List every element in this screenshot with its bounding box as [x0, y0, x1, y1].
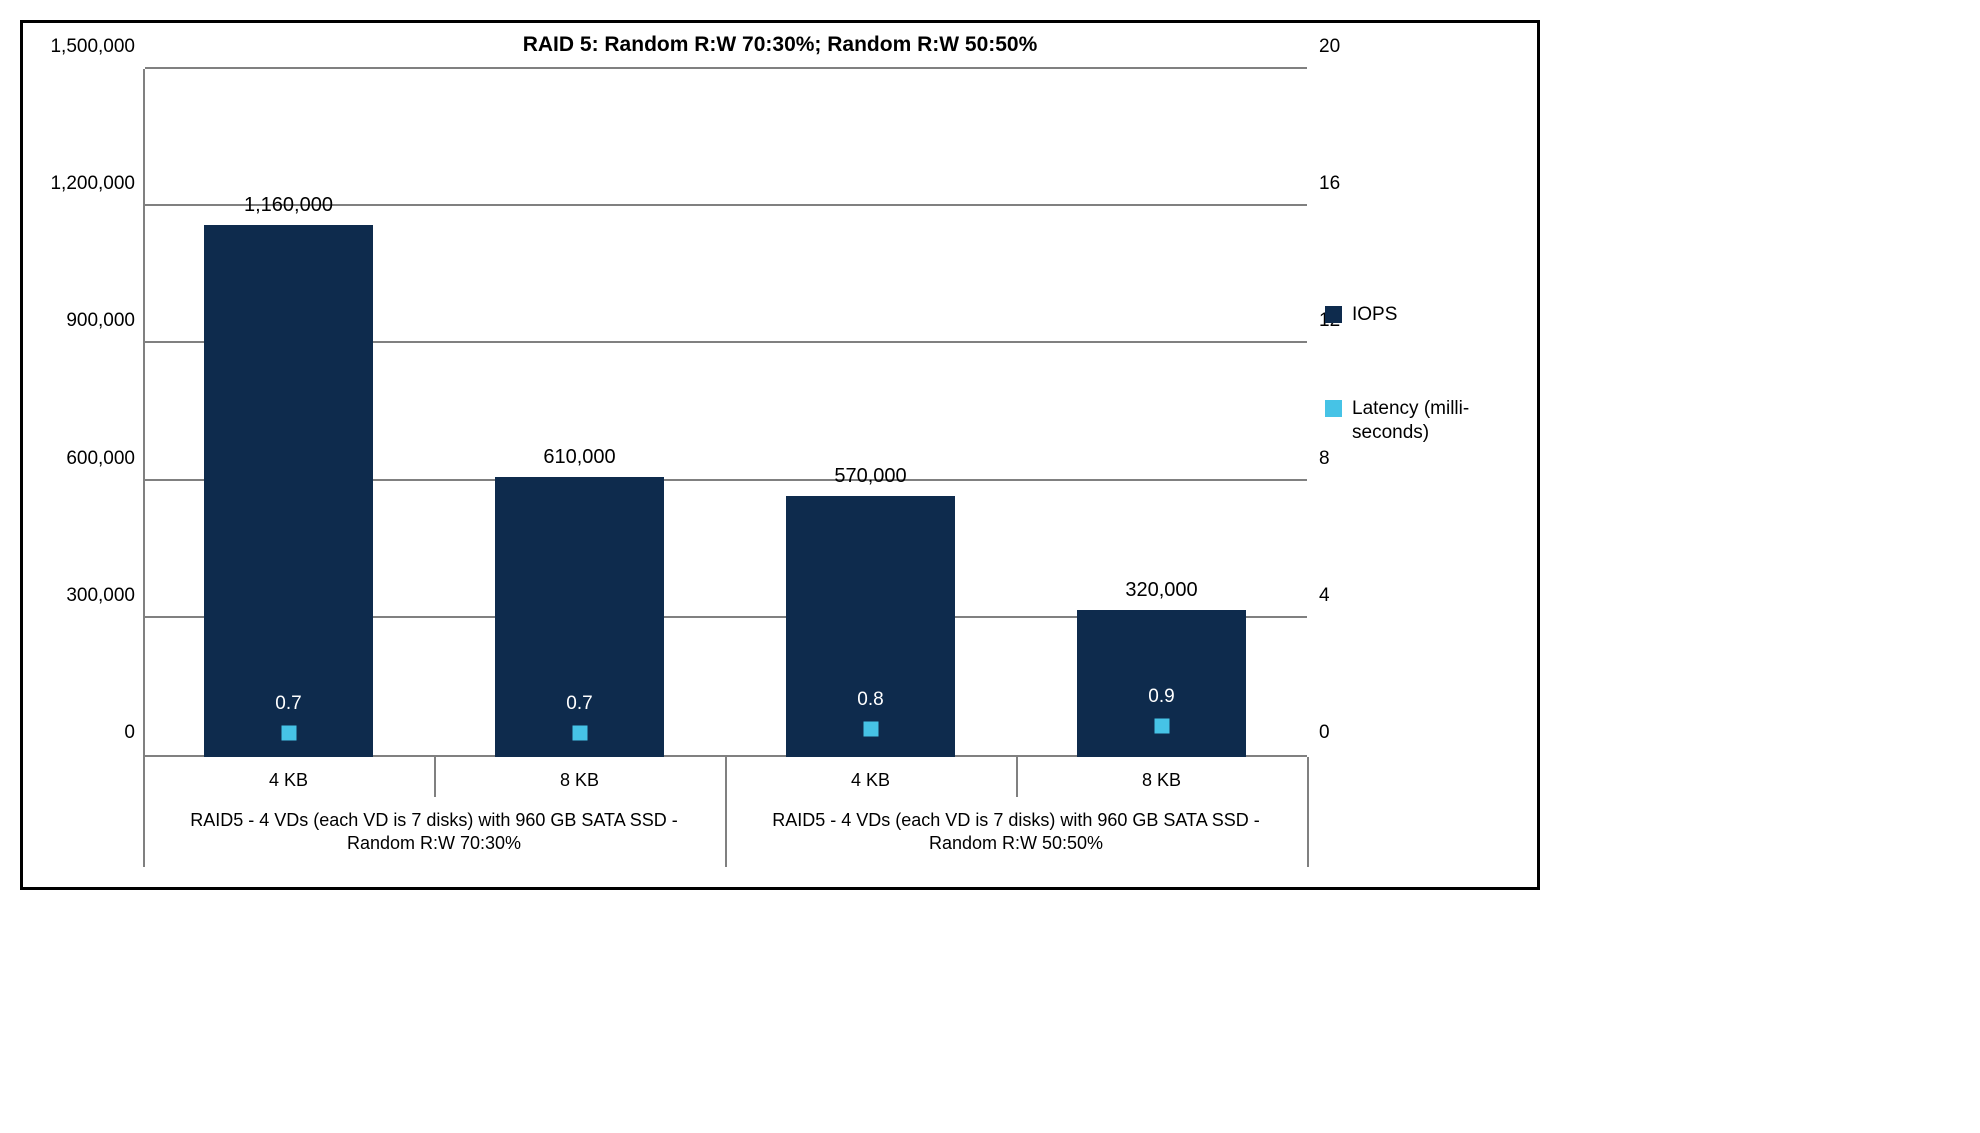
- x-tick-label: 8 KB: [1016, 769, 1307, 792]
- x-tick-mark: [434, 757, 436, 797]
- iops-bar: 610,000: [495, 477, 664, 757]
- bar-subgroup: 610,0000.7: [434, 69, 725, 757]
- bar-group: 1,160,0000.7610,0000.7: [143, 69, 725, 757]
- legend-label: IOPS: [1352, 303, 1397, 327]
- y-right-tick-label: 0: [1307, 722, 1330, 744]
- plot-area: 00300,0004600,0008900,000121,200,000161,…: [143, 69, 1307, 757]
- legend: IOPS Latency (milli-seconds): [1325, 303, 1525, 514]
- x-tick-label: 4 KB: [143, 769, 434, 792]
- x-group-label: RAID5 - 4 VDs (each VD is 7 disks) with …: [725, 809, 1307, 856]
- x-tick-mark: [1016, 757, 1018, 797]
- x-tick-label: 4 KB: [725, 769, 1016, 792]
- y-left-tick-label: 0: [124, 722, 145, 744]
- x-tick-label: 8 KB: [434, 769, 725, 792]
- y-left-tick-label: 1,500,000: [50, 36, 145, 58]
- chart-container: RAID 5: Random R:W 70:30%; Random R:W 50…: [20, 20, 1540, 890]
- iops-bar: 1,160,000: [204, 225, 373, 757]
- y-right-tick-label: 16: [1307, 173, 1340, 195]
- y-right-tick-label: 20: [1307, 36, 1340, 58]
- iops-bar-value-label: 570,000: [834, 465, 906, 488]
- iops-bar: 570,000: [786, 496, 955, 757]
- x-tick-mark: [143, 757, 145, 867]
- y-left-tick-label: 600,000: [66, 448, 145, 470]
- bar-subgroup: 570,0000.8: [725, 69, 1016, 757]
- latency-marker: [572, 725, 587, 740]
- legend-swatch: [1325, 306, 1342, 323]
- latency-marker: [863, 722, 878, 737]
- legend-label: Latency (milli-seconds): [1352, 397, 1525, 445]
- x-tick-mark: [1307, 757, 1309, 867]
- y-left-tick-label: 1,200,000: [50, 173, 145, 195]
- x-tick-mark: [725, 757, 727, 867]
- bar-group: 570,0000.8320,0000.9: [725, 69, 1307, 757]
- latency-marker: [1154, 719, 1169, 734]
- latency-value-label: 0.7: [275, 693, 301, 715]
- legend-item: Latency (milli-seconds): [1325, 397, 1525, 445]
- iops-bar: 320,000: [1077, 610, 1246, 757]
- bar-subgroup: 320,0000.9: [1016, 69, 1307, 757]
- iops-bar-value-label: 1,160,000: [244, 194, 333, 217]
- y-left-tick-label: 900,000: [66, 310, 145, 332]
- iops-bar-value-label: 320,000: [1125, 579, 1197, 602]
- iops-bar-value-label: 610,000: [543, 446, 615, 469]
- legend-swatch: [1325, 400, 1342, 417]
- legend-item: IOPS: [1325, 303, 1525, 327]
- latency-value-label: 0.9: [1148, 686, 1174, 708]
- x-group-label: RAID5 - 4 VDs (each VD is 7 disks) with …: [143, 809, 725, 856]
- bar-subgroup: 1,160,0000.7: [143, 69, 434, 757]
- latency-value-label: 0.7: [566, 693, 592, 715]
- latency-marker: [281, 725, 296, 740]
- x-axis: 4 KB8 KB4 KB8 KB RAID5 - 4 VDs (each VD …: [143, 757, 1307, 887]
- latency-value-label: 0.8: [857, 689, 883, 711]
- y-left-tick-label: 300,000: [66, 585, 145, 607]
- y-right-tick-label: 4: [1307, 585, 1330, 607]
